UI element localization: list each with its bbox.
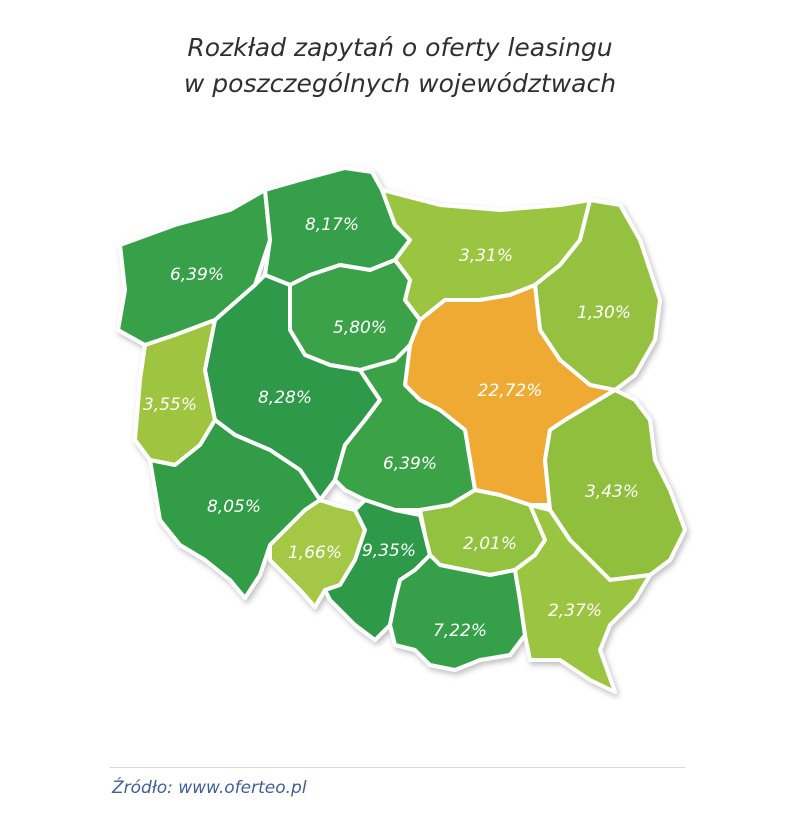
region-podkarpackie (513, 503, 652, 694)
map-title: Rozkład zapytań o oferty leasingu w posz… (0, 30, 800, 102)
region-opolskie-value-label: 1,66% (288, 543, 342, 563)
region-lodzkie-value-label: 6,39% (383, 454, 437, 474)
region-pomorskie-value-label: 8,17% (305, 215, 359, 235)
region-swietokrzyskie-value-label: 2,01% (463, 534, 517, 554)
poland-voivodeship-map: 6,39% 8,17% 3,31% 1,30% 5,80% 3,55% 8,28% 22,72… (116, 166, 687, 694)
region-slaskie-value-label: 9,35% (362, 541, 416, 561)
region-podkarpackie-value-label: 2,37% (548, 601, 602, 621)
title-line-1: Rozkład zapytań o oferty leasingu (187, 33, 613, 62)
region-lubelskie-value-label: 3,43% (585, 482, 639, 502)
region-lubuskie-value-label: 3,55% (143, 395, 197, 415)
region-mazowieckie-value-label: 22,72% (478, 381, 543, 401)
source-note: Źródło: www.oferteo.pl (112, 778, 307, 798)
region-wielkopolskie-value-label: 8,28% (258, 388, 312, 408)
region-malopolskie (388, 553, 527, 672)
region-warminsko-mazurskie-value-label: 3,31% (459, 246, 513, 266)
divider (110, 767, 685, 768)
region-kujawsko-pomorskie-value-label: 5,80% (333, 318, 387, 338)
region-zachodniopomorskie-value-label: 6,39% (170, 265, 224, 285)
title-line-2: w poszczególnych województwach (183, 69, 617, 98)
region-malopolskie-value-label: 7,22% (433, 621, 487, 641)
region-podlaskie-value-label: 1,30% (577, 303, 631, 323)
region-dolnoslaskie-value-label: 8,05% (207, 497, 261, 517)
